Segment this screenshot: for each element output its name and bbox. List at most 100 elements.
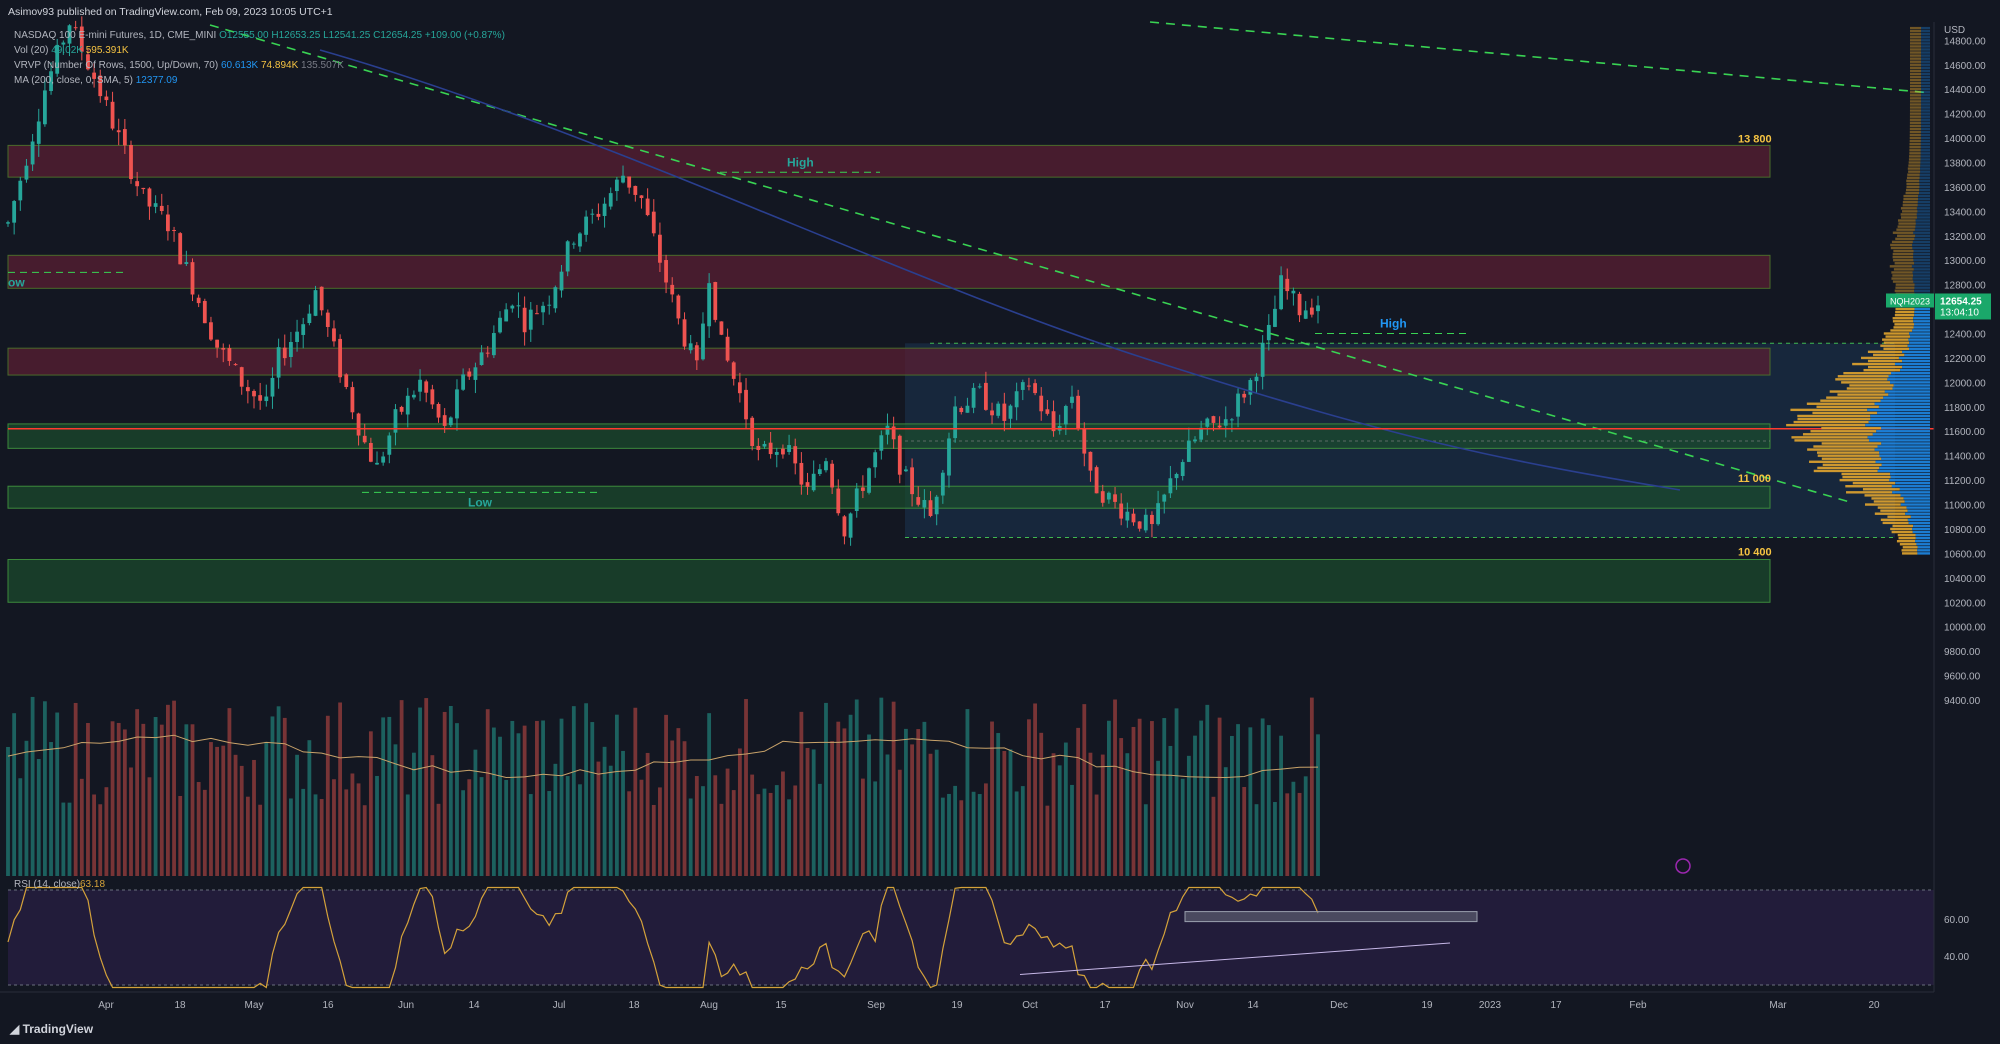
volume-bar <box>430 755 435 876</box>
vrvp-row-down <box>1897 234 1916 237</box>
candle-body <box>1070 396 1074 403</box>
vrvp-row-down <box>1896 228 1915 231</box>
candle <box>18 176 23 211</box>
vrvp-row-down <box>1813 469 1878 473</box>
candle <box>436 402 441 423</box>
vrvp-row-down <box>1867 365 1903 369</box>
vrvp-row-up <box>1902 359 1930 363</box>
ma-label: MA (200, close, 0, SMA, 5) <box>14 75 133 86</box>
candle <box>491 325 496 359</box>
candle <box>860 475 865 499</box>
candle-body <box>301 324 306 335</box>
candle <box>1076 389 1081 431</box>
vrvp-legend[interactable]: VRVP (Number Of Rows, 1500, Up/Down, 70)… <box>14 58 505 73</box>
candle-body <box>307 313 312 324</box>
vrvp-row-down <box>1909 45 1921 48</box>
candle-body <box>571 243 576 245</box>
volume-bar <box>768 792 773 876</box>
vrvp-row-down <box>1909 142 1921 146</box>
vrvp-row-down <box>1909 146 1921 149</box>
volume-bar <box>18 778 23 876</box>
volume-bar <box>79 778 84 876</box>
candlesticks[interactable] <box>6 16 1320 546</box>
vrvp-row-up <box>1920 124 1930 128</box>
candle <box>953 396 958 443</box>
candle <box>1027 377 1031 391</box>
candle <box>897 434 902 484</box>
vrvp-row-up <box>1920 152 1930 155</box>
top-bar <box>0 0 2000 22</box>
volume-bar <box>362 805 367 876</box>
volume-bar <box>614 714 619 876</box>
volume-bar <box>1242 787 1247 876</box>
vrvp-row-up <box>1911 265 1930 268</box>
vrvp-row-down <box>1794 439 1869 442</box>
vrvp-row-up <box>1920 149 1930 152</box>
vrvp-row-up <box>1912 246 1930 250</box>
tradingview-logo[interactable]: ◢ TradingView <box>10 1022 93 1036</box>
candle-body <box>1076 395 1081 429</box>
volume-bar <box>516 733 521 876</box>
volume-bar <box>221 745 226 876</box>
vrvp-row-up <box>1887 378 1930 381</box>
vrvp-row-down <box>1898 536 1916 540</box>
candle <box>867 467 871 495</box>
candle-body <box>356 413 361 436</box>
symbol-legend[interactable]: NASDAQ 100 E-mini Futures, 1D, CME_MINI … <box>14 28 505 43</box>
vrvp-row-up <box>1916 213 1930 216</box>
vrvp-row-up <box>1874 402 1930 405</box>
volume-bar <box>1291 781 1296 876</box>
candle-body <box>116 130 121 133</box>
candle-body <box>239 367 244 387</box>
candle <box>596 203 601 221</box>
time-axis[interactable]: Apr 18 May 16 Jun 14 Jul 18 Aug 15 Sep 19 Oct 17 Nov 14… <box>0 991 2000 1016</box>
candle <box>55 38 60 77</box>
candle <box>1113 487 1117 509</box>
time-tick-label: Aug <box>700 1000 718 1011</box>
vrvp-row-down <box>1812 411 1878 415</box>
candle <box>1285 268 1290 300</box>
candle-body <box>282 347 287 359</box>
candle-body <box>719 321 724 335</box>
candle-body <box>799 462 804 485</box>
volume-legend[interactable]: Vol (20) 49.02K 595.391K <box>14 43 505 58</box>
candle-body <box>1094 467 1099 494</box>
vrvp-row-up <box>1917 549 1930 552</box>
candle <box>750 416 755 451</box>
volume-bar <box>295 754 299 876</box>
candle <box>658 222 662 273</box>
vrvp-row-down <box>1809 460 1876 463</box>
volume-bar <box>774 785 779 876</box>
volume-bar <box>1150 721 1154 876</box>
time-tick-label: Feb <box>1629 1000 1647 1011</box>
volume-bar <box>805 747 810 876</box>
rsi-range-box <box>1184 911 1478 923</box>
candle <box>1186 427 1191 463</box>
volume-bar <box>436 803 441 876</box>
vrvp-row-down <box>1874 512 1906 515</box>
candle <box>873 449 878 478</box>
volume-bar <box>596 761 601 876</box>
candle-body <box>325 312 330 327</box>
candle <box>36 108 41 157</box>
ma-legend[interactable]: MA (200, close, 0, SMA, 5) 12377.09 <box>14 73 505 88</box>
vrvp-row-down <box>1846 491 1893 494</box>
candle <box>694 342 699 371</box>
volume-bar <box>239 765 244 876</box>
vrvp-row-up <box>1913 231 1930 234</box>
volume-bar <box>860 778 865 876</box>
vrvp-row-up <box>1872 433 1930 436</box>
vrvp-row-up <box>1919 179 1930 183</box>
candle <box>98 69 103 103</box>
volume-bar <box>209 742 213 876</box>
volume-bar <box>178 795 183 876</box>
vrvp-row-up <box>1920 130 1930 134</box>
candle-body <box>522 307 527 333</box>
zone-label-11000: 11 000 <box>1738 473 1771 485</box>
candle <box>1143 508 1148 533</box>
zone-support-5 <box>7 559 1771 603</box>
candle <box>774 447 779 468</box>
volume-bar <box>1168 745 1173 876</box>
